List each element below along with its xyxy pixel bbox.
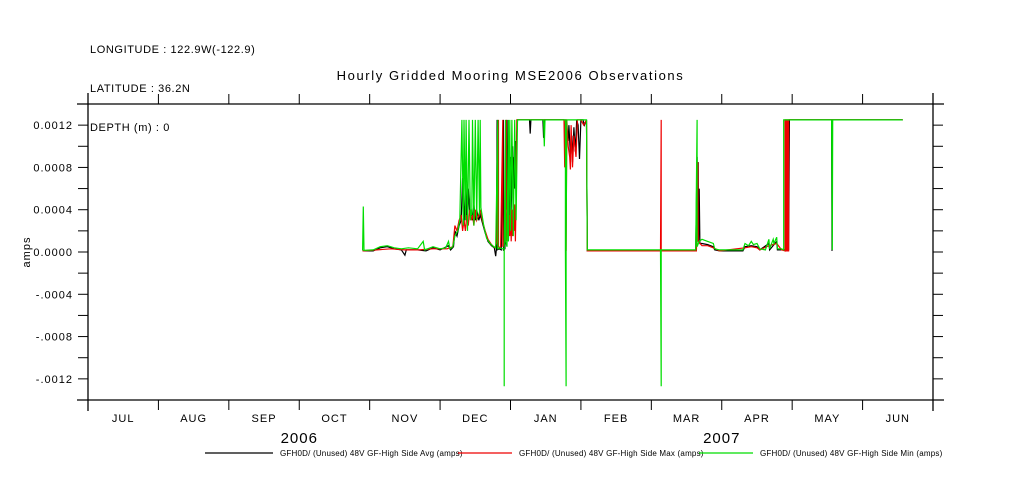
y-axis-title: amps [21,237,33,268]
y-tick-label: 0.0000 [33,247,73,259]
series-line-max [362,119,903,252]
legend-label-max: GFH0D/ (Unused) 48V GF-High Side Max (am… [519,449,704,458]
y-tick-label: 0.0004 [33,205,73,217]
x-month-label: DEC [462,413,488,425]
y-tick-label: 0.0012 [33,120,73,132]
legend-label-min: GFH0D/ (Unused) 48V GF-High Side Min (am… [760,449,943,458]
series-line-min [362,119,903,387]
x-month-label: AUG [180,413,207,425]
y-tick-label: -.0004 [36,289,73,301]
series-line-avg [362,119,903,257]
x-month-label: SEP [252,413,277,425]
coordinates-header: LONGITUDE : 122.9W(-122.9) LATITUDE : 36… [90,18,255,161]
x-year-label: 2007 [703,430,740,447]
x-year-label: 2006 [281,430,318,447]
x-month-label: OCT [321,413,347,425]
x-month-label: APR [744,413,770,425]
x-month-label: JUL [112,413,135,425]
latitude-label: LATITUDE : 36.2N [90,83,191,95]
x-month-label: FEB [604,413,628,425]
longitude-label: LONGITUDE : 122.9W(-122.9) [90,44,256,56]
x-month-label: MAY [814,413,840,425]
x-month-label: JAN [534,413,558,425]
chart-title: Hourly Gridded Mooring MSE2006 Observati… [336,68,685,83]
x-month-label: JUN [886,413,910,425]
y-tick-label: -.0012 [36,374,73,386]
y-tick-label: -.0008 [36,332,73,344]
y-tick-label: 0.0008 [33,162,73,174]
x-month-label: MAR [673,413,700,425]
depth-label: DEPTH (m) : 0 [90,122,170,134]
legend-label-avg: GFH0D/ (Unused) 48V GF-High Side Avg (am… [280,449,463,458]
x-month-label: NOV [391,413,418,425]
